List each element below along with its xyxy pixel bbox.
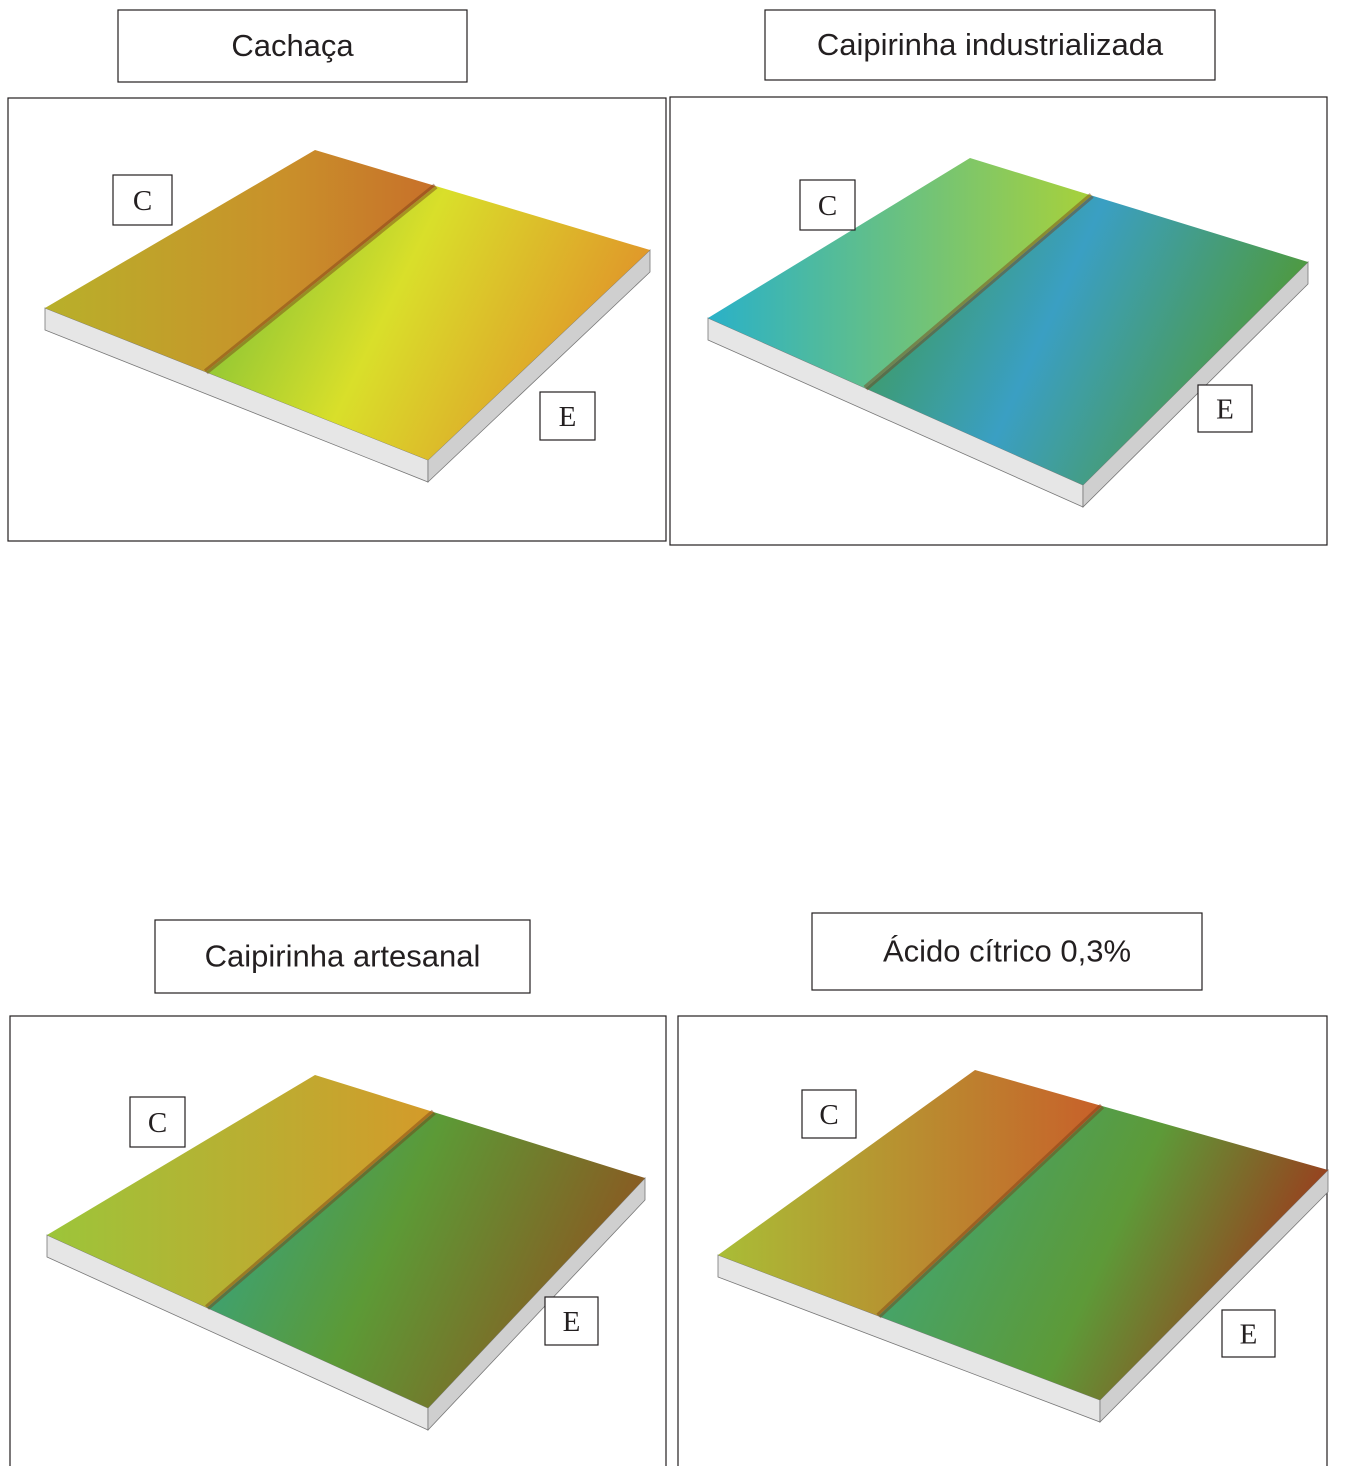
panel: Cachaça C E <box>8 10 666 541</box>
marker-e: E <box>559 401 577 433</box>
marker-e: E <box>563 1306 581 1338</box>
marker-e: E <box>1240 1319 1258 1351</box>
marker-c: C <box>818 190 837 222</box>
figure: CachaçaCECaipirinha industrializadaCECai… <box>0 0 1355 1466</box>
panel: Caipirinha artesanal C E <box>10 920 666 1466</box>
panel: Caipirinha industrializada C E <box>670 10 1327 545</box>
panel-title: Ácido cítrico 0,3% <box>883 934 1131 969</box>
panel-title: Caipirinha industrializada <box>817 27 1164 62</box>
marker-e: E <box>1216 394 1234 426</box>
marker-c: C <box>819 1099 838 1131</box>
panel: Ácido cítrico 0,3% C E <box>678 913 1328 1466</box>
marker-c: C <box>133 185 152 217</box>
panel-title: Caipirinha artesanal <box>205 939 481 974</box>
marker-c: C <box>148 1107 167 1139</box>
panel-title: Cachaça <box>231 28 354 63</box>
